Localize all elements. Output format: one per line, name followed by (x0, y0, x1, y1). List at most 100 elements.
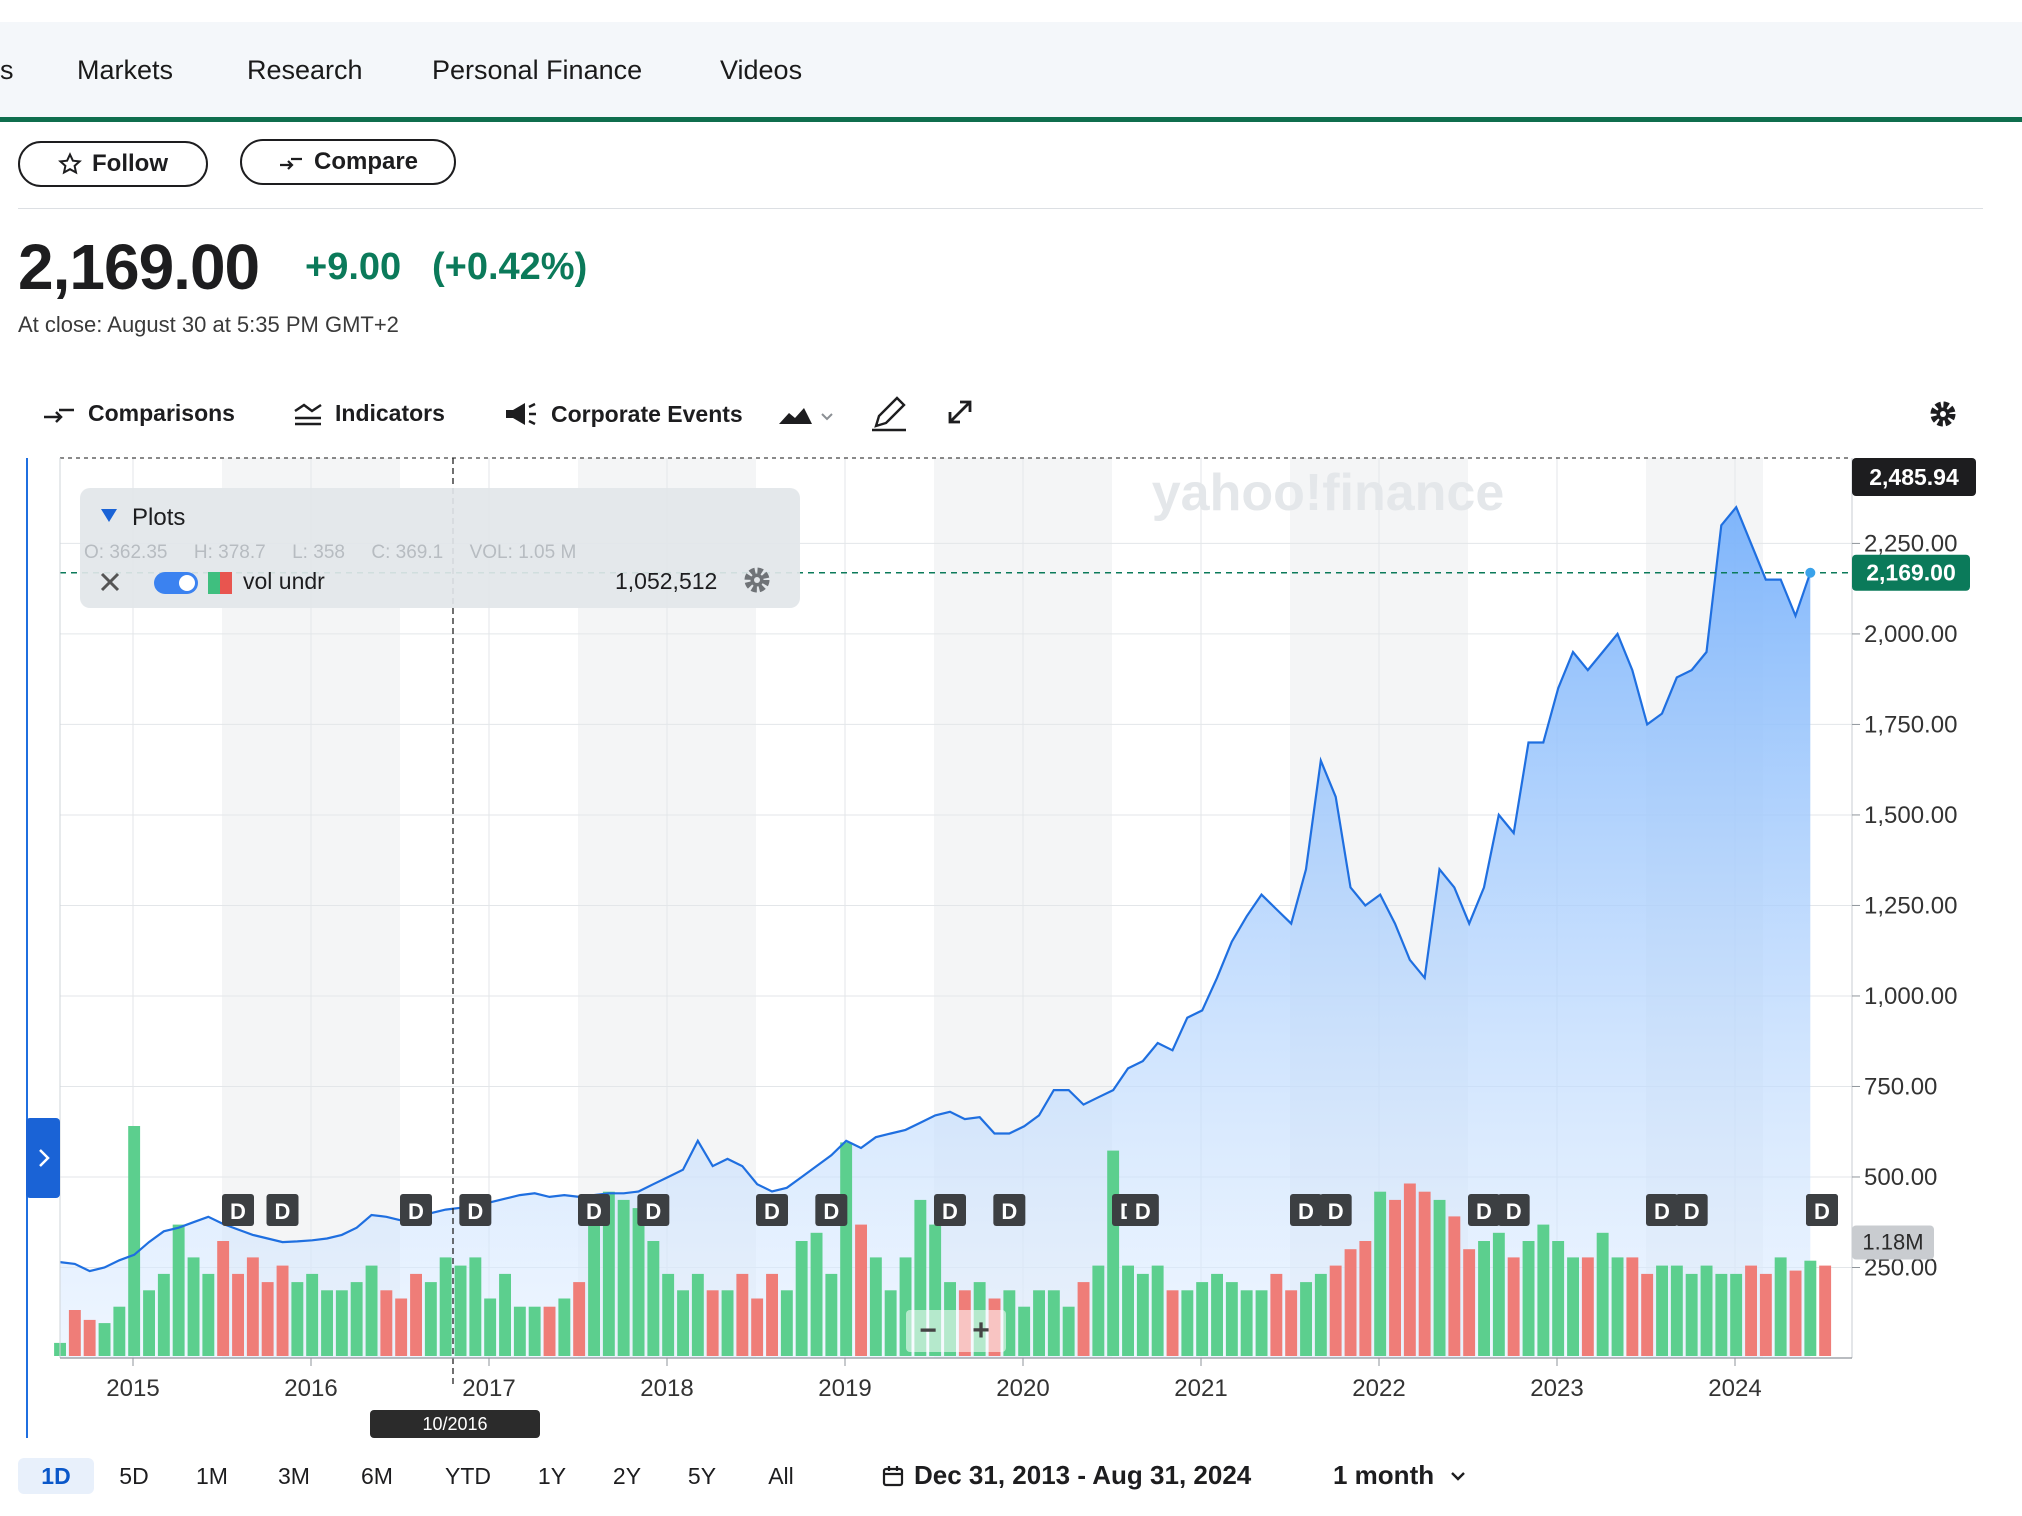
nav-item-partial[interactable]: s (0, 55, 14, 85)
interval-label: 1 month (1333, 1460, 1435, 1490)
volume-bar (736, 1273, 749, 1356)
dividend-marker[interactable] (993, 1194, 1026, 1226)
open-value: 362.35 (109, 542, 168, 563)
range-6m[interactable]: 6M (361, 1462, 393, 1489)
follow-button[interactable]: Follow (18, 141, 208, 187)
range-1d[interactable]: 1D (18, 1458, 94, 1494)
volume-label: VOL: (469, 542, 513, 563)
comparisons-button[interactable]: Comparisons (42, 400, 235, 427)
chart-type-dropdown[interactable] (777, 400, 837, 428)
volume-bar (1196, 1282, 1209, 1356)
dividend-marker-label: D (467, 1199, 483, 1224)
nav-item-markets[interactable]: Markets (77, 55, 174, 85)
volume-bar (1151, 1265, 1164, 1356)
volume-bar (1567, 1257, 1579, 1356)
dividend-marker-label: D (645, 1199, 661, 1224)
nav-item-personal-finance[interactable]: Personal Finance (432, 55, 643, 85)
dividend-marker[interactable] (1497, 1194, 1530, 1226)
range-1y[interactable]: 1Y (537, 1462, 567, 1489)
nav-item-videos[interactable]: Videos (720, 55, 803, 85)
volume-bar (1374, 1191, 1387, 1356)
gear-icon[interactable] (741, 564, 773, 596)
volume-bar (766, 1273, 778, 1356)
dividend-marker[interactable] (815, 1194, 848, 1226)
range-5d[interactable]: 5D (119, 1462, 149, 1489)
dividend-marker[interactable] (1319, 1194, 1352, 1226)
dividend-marker[interactable] (222, 1194, 254, 1226)
dividend-marker[interactable] (1468, 1194, 1500, 1226)
zoom-out-button[interactable]: − (919, 1314, 937, 1347)
range-2y[interactable]: 2Y (612, 1462, 642, 1489)
dividend-marker-label: D (1654, 1199, 1670, 1224)
close-time: At close: August 30 at 5:35 PM GMT+2 (18, 312, 399, 337)
dividend-marker[interactable] (1290, 1194, 1322, 1226)
date-range-label: Dec 31, 2013 - Aug 31, 2024 (914, 1460, 1252, 1490)
volume-bar (573, 1282, 586, 1356)
plots-title[interactable]: Plots (132, 504, 186, 531)
volume-bar (1492, 1232, 1505, 1356)
range-3m[interactable]: 3M (278, 1462, 310, 1489)
dividend-marker[interactable] (934, 1194, 966, 1226)
volume-bar (1433, 1199, 1446, 1356)
dividend-marker[interactable] (1806, 1194, 1838, 1226)
x-tick-label: 2015 (106, 1375, 159, 1402)
volume-bar (632, 1208, 645, 1356)
fullscreen-button[interactable] (946, 398, 974, 426)
nav-item-research[interactable]: Research (247, 55, 363, 85)
range-ytd[interactable]: YTD (445, 1462, 491, 1489)
compare-button[interactable]: Compare (240, 139, 456, 185)
corporate-events-button[interactable]: Corporate Events (503, 400, 743, 428)
volume-bar (558, 1298, 571, 1356)
range-1m[interactable]: 1M (196, 1462, 228, 1489)
draw-button[interactable] (870, 392, 908, 432)
dividend-marker[interactable] (756, 1194, 788, 1226)
x-tick-label: 2018 (640, 1375, 693, 1402)
open-label: O: (84, 542, 105, 563)
dividend-marker[interactable] (637, 1194, 670, 1226)
dividend-marker[interactable] (459, 1194, 492, 1226)
interval-dropdown[interactable]: 1 month (1333, 1460, 1466, 1491)
dividend-marker[interactable] (1675, 1194, 1708, 1226)
date-range-picker[interactable]: Dec 31, 2013 - Aug 31, 2024 (882, 1460, 1251, 1491)
zoom-in-button[interactable]: + (972, 1314, 990, 1347)
volume-bar (232, 1273, 244, 1356)
toggle-knob (179, 575, 195, 591)
dividend-marker[interactable] (266, 1194, 299, 1226)
volume-bar (217, 1241, 230, 1356)
volume-bar (1136, 1273, 1149, 1356)
x-tick-label: 2017 (462, 1375, 515, 1402)
indicator-toggle[interactable] (154, 572, 198, 594)
volume-bar (1774, 1257, 1787, 1356)
y-axis: 250.00500.00750.001,000.001,250.001,500.… (1852, 530, 1957, 1281)
dividend-marker-label: D (1328, 1199, 1344, 1224)
dividend-marker-label: D (1135, 1199, 1151, 1224)
price-area (60, 507, 1811, 1358)
range-all[interactable]: All (768, 1462, 794, 1489)
chart-settings-button[interactable] (1927, 398, 1959, 430)
volume-bar (1759, 1273, 1772, 1356)
chevron-right-icon (39, 1149, 50, 1167)
sidebar-toggle[interactable] (26, 1118, 60, 1198)
dividend-marker[interactable] (1126, 1194, 1159, 1226)
compare-icon (44, 408, 74, 423)
volume-bar (1018, 1306, 1031, 1356)
dividend-marker[interactable] (578, 1194, 610, 1226)
dividend-marker[interactable] (400, 1194, 432, 1226)
volume-bar (1626, 1257, 1639, 1356)
dividend-marker-label: D (230, 1199, 246, 1224)
volume-bar (1092, 1265, 1105, 1356)
volume-bar (677, 1290, 689, 1356)
dividend-marker[interactable] (1646, 1194, 1678, 1226)
y-tick-label: 2,250.00 (1864, 530, 1957, 557)
volume-bar (1077, 1282, 1090, 1356)
dividend-marker-label: D (408, 1199, 424, 1224)
range-5y[interactable]: 5Y (687, 1462, 717, 1489)
volume-bar (410, 1273, 422, 1356)
volume-bar (691, 1273, 704, 1356)
y-tick-label: 1,250.00 (1864, 892, 1957, 919)
indicators-button[interactable]: Indicators (293, 400, 445, 427)
y-tick-label: 750.00 (1864, 1073, 1937, 1100)
price-chart[interactable]: yahoo!finance DDDDDDDDDDDDDDDDDDDD 250.0… (0, 440, 2022, 1450)
triangle-down-icon[interactable] (100, 508, 118, 524)
close-icon[interactable] (98, 570, 122, 594)
